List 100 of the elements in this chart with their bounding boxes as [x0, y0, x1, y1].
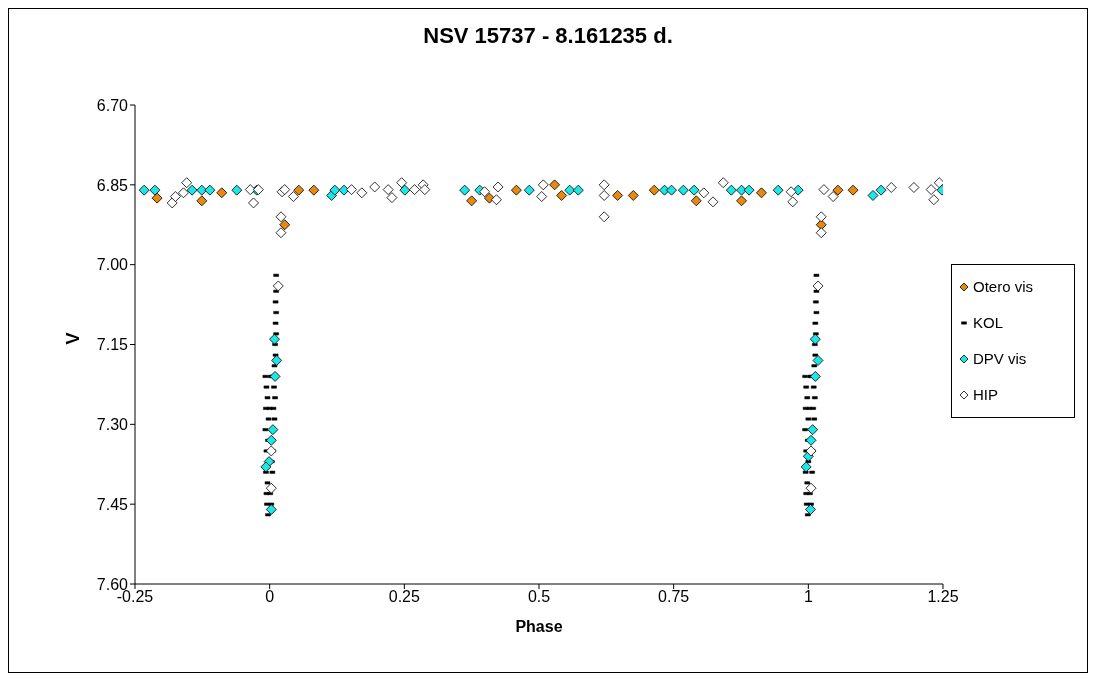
- point: [216, 187, 228, 199]
- point: [812, 280, 824, 292]
- point: [356, 187, 368, 199]
- point: [537, 179, 549, 191]
- point: [265, 445, 277, 457]
- point: [928, 194, 940, 206]
- point: [627, 190, 639, 201]
- point: [244, 184, 256, 196]
- point: [787, 196, 799, 208]
- point: [346, 184, 357, 196]
- point: [677, 184, 689, 196]
- point: [809, 371, 821, 382]
- point: [832, 184, 844, 196]
- point: [867, 190, 879, 201]
- point: [847, 184, 859, 196]
- point: [925, 184, 937, 196]
- point: [271, 355, 283, 366]
- legend-label: KOL: [973, 314, 1004, 331]
- y-tick-label: 7.45: [96, 495, 129, 513]
- point: [260, 461, 272, 473]
- point: [800, 461, 812, 473]
- y-axis-title: V: [63, 332, 84, 345]
- point: [805, 434, 817, 446]
- point: [265, 504, 277, 515]
- point: [231, 184, 243, 196]
- y-tick-label: 7.30: [96, 416, 129, 434]
- point: [805, 504, 816, 515]
- point: [386, 192, 398, 204]
- point: [265, 434, 277, 446]
- point: [275, 211, 287, 223]
- point: [178, 187, 189, 199]
- point: [736, 195, 747, 207]
- y-tick-label: 6.70: [96, 96, 129, 114]
- legend-label: DPV vis: [973, 350, 1027, 367]
- point: [756, 187, 767, 199]
- point: [875, 184, 887, 196]
- point: [807, 424, 819, 436]
- point: [382, 184, 394, 196]
- point: [369, 181, 381, 193]
- y-tick-label: 7.00: [96, 256, 129, 274]
- point: [809, 333, 821, 345]
- x-tick-label: 0: [265, 588, 275, 606]
- point: [666, 184, 677, 196]
- point: [717, 177, 729, 189]
- point: [815, 227, 827, 239]
- point: [466, 195, 478, 207]
- point: [272, 280, 284, 292]
- point: [818, 184, 830, 196]
- x-tick-label: 0.25: [388, 588, 421, 606]
- point: [248, 197, 259, 209]
- point: [772, 184, 784, 196]
- point: [196, 195, 208, 207]
- y-tick-label: 7.15: [96, 336, 129, 354]
- point: [204, 184, 216, 196]
- point: [707, 196, 719, 208]
- point: [743, 184, 755, 196]
- legend-label: Otero vis: [973, 278, 1034, 295]
- point: [419, 184, 431, 196]
- point: [933, 177, 943, 189]
- point: [812, 355, 824, 366]
- point: [279, 219, 291, 231]
- point: [269, 371, 281, 382]
- point: [885, 182, 897, 193]
- point: [556, 190, 568, 201]
- point: [329, 184, 341, 196]
- point: [827, 191, 839, 202]
- legend-label: HIP: [973, 386, 999, 403]
- point: [186, 184, 198, 196]
- point: [510, 184, 522, 196]
- point: [138, 184, 150, 196]
- point: [269, 333, 280, 345]
- x-tick-label: 0.75: [658, 588, 690, 606]
- point: [459, 184, 471, 196]
- chart-title: NSV 15737 - 8.161235 d.: [422, 23, 674, 49]
- point: [265, 482, 277, 494]
- x-tick-label: 0.5: [527, 588, 551, 606]
- point: [598, 190, 610, 201]
- point: [688, 184, 700, 196]
- point: [151, 192, 163, 204]
- x-tick-label: 1.25: [927, 588, 959, 606]
- point: [287, 191, 299, 202]
- point: [523, 184, 535, 196]
- point: [267, 424, 279, 436]
- point: [564, 184, 576, 196]
- point: [785, 186, 797, 198]
- x-tick-label: 1: [803, 588, 813, 606]
- point: [479, 186, 490, 198]
- point: [725, 184, 737, 196]
- point: [491, 194, 502, 206]
- y-tick-label: 6.85: [96, 176, 129, 194]
- point: [612, 190, 624, 201]
- point: [805, 445, 817, 457]
- point: [572, 184, 584, 196]
- point: [308, 184, 320, 196]
- point: [149, 184, 161, 196]
- point: [598, 211, 610, 223]
- x-axis-title: Phase: [515, 618, 563, 635]
- point: [690, 195, 702, 207]
- point: [805, 482, 817, 494]
- point: [170, 191, 181, 202]
